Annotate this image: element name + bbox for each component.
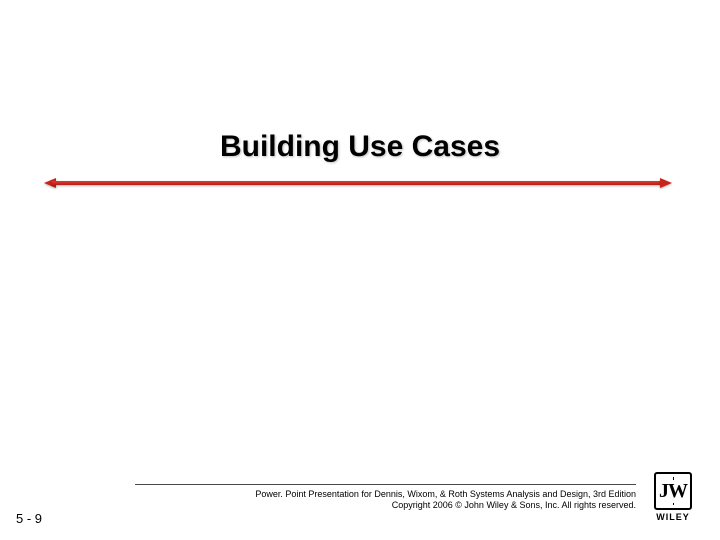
footer-rule [135,484,636,485]
publisher-logo: JW WILEY [644,472,702,522]
page-number: 5 - 9 [16,511,42,526]
divider-bar [46,178,670,188]
wiley-badge-icon: JW [654,472,692,510]
wiley-brand-text: WILEY [644,512,702,522]
footer-line-2: Copyright 2006 © John Wiley & Sons, Inc.… [135,500,636,512]
footer-line-1: Power. Point Presentation for Dennis, Wi… [135,489,636,501]
divider-line [52,181,664,185]
arrow-right-icon [660,178,672,188]
wiley-badge-text: JW [658,480,688,503]
slide-title: Building Use Cases [0,130,720,164]
footer-text: Power. Point Presentation for Dennis, Wi… [135,489,636,512]
slide: Building Use Cases Power. Point Presenta… [0,0,720,540]
